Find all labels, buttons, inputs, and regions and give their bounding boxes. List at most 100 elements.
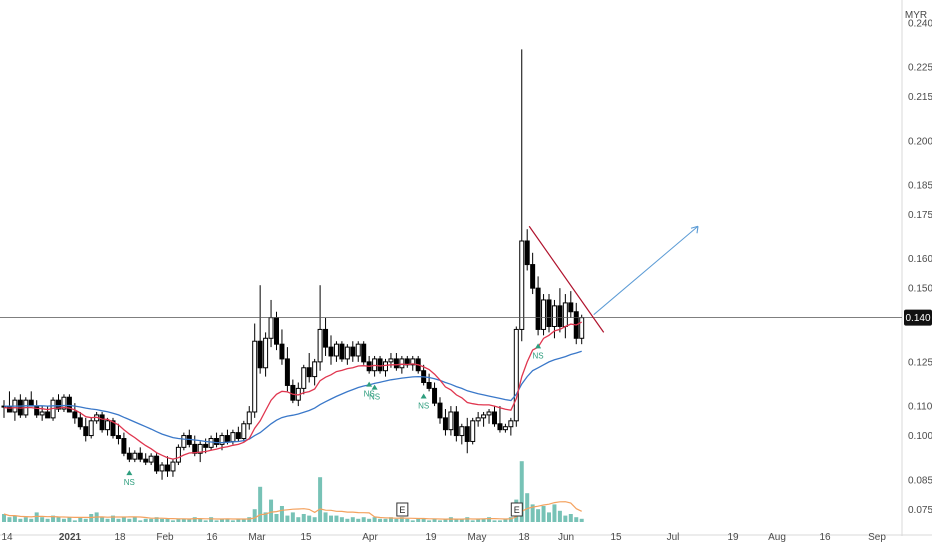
- volume-bar: [279, 506, 284, 522]
- candle-down: [464, 426, 470, 442]
- candle-down: [99, 414, 105, 431]
- candle-down: [437, 402, 443, 419]
- candle-down: [279, 343, 285, 360]
- signal-icon: [420, 393, 427, 399]
- candle-up: [486, 411, 492, 416]
- volume-bar: [269, 499, 274, 522]
- candle-up: [268, 317, 274, 339]
- candle-down: [432, 387, 438, 404]
- x-tick-label: 16: [819, 532, 831, 543]
- volume-bar: [241, 518, 246, 522]
- candle-down: [77, 417, 83, 428]
- x-tick-label: Sep: [868, 532, 886, 543]
- volume-bar: [61, 518, 66, 522]
- volume-bar: [481, 518, 486, 522]
- volume-bar: [274, 514, 279, 522]
- volume-bar: [127, 518, 132, 522]
- time-axis[interactable]: 14 2021 18 Feb 16 Mar 15 Apr 19 May 18 Jun 15 Jul 19 Au…: [1, 532, 886, 543]
- candle-up: [252, 340, 258, 413]
- candle-down: [328, 346, 334, 357]
- candle-down: [546, 299, 552, 327]
- volume-bar: [345, 518, 350, 522]
- volume-bar: [220, 518, 224, 522]
- volume-bar: [56, 517, 61, 522]
- candle-down: [274, 317, 279, 345]
- volume-layer: [2, 461, 584, 522]
- signal-label: NS: [369, 393, 380, 402]
- candle-up: [475, 417, 481, 422]
- volume-bar: [285, 515, 290, 522]
- candle-up: [230, 432, 236, 442]
- candle-up: [61, 396, 67, 410]
- signal-icon: [366, 381, 373, 387]
- volume-bar: [132, 517, 137, 522]
- candle-down: [154, 455, 160, 472]
- volume-bar: [323, 512, 328, 522]
- earnings-marker: [396, 502, 409, 517]
- volume-bar: [525, 493, 530, 522]
- last-price-label: 0.140: [905, 313, 930, 324]
- candle-up: [132, 452, 138, 460]
- volume-bar: [421, 518, 426, 522]
- volume-bar: [252, 509, 257, 522]
- earnings-marker: [510, 502, 523, 517]
- volume-bar: [405, 518, 410, 522]
- candle-down: [110, 420, 116, 437]
- ma-fast-line: [3, 321, 583, 460]
- candle-down: [137, 452, 143, 460]
- candle-down: [203, 443, 209, 448]
- volume-bar: [154, 517, 159, 522]
- x-tick-label: Mar: [248, 532, 266, 543]
- volume-bar: [198, 518, 203, 522]
- y-tick-label: 0.085: [908, 475, 932, 486]
- volume-bar: [339, 517, 344, 522]
- volume-bar: [230, 520, 235, 522]
- drawings-layer: [0, 225, 902, 333]
- trendline: [528, 225, 605, 333]
- y-tick-label: 0.175: [908, 210, 932, 221]
- volume-bar: [563, 515, 568, 522]
- volume-bar: [296, 517, 301, 522]
- x-tick-label: Aug: [768, 532, 786, 543]
- volume-bar: [149, 518, 154, 522]
- candle-up: [241, 423, 247, 440]
- volume-bar: [258, 486, 263, 522]
- candle-down: [442, 417, 448, 431]
- candle-up: [159, 464, 165, 472]
- y-tick-label: 0.200: [908, 136, 932, 147]
- candle-up: [219, 435, 225, 445]
- volume-bar: [383, 518, 388, 522]
- volume-bar: [579, 518, 584, 522]
- candle-down: [377, 358, 383, 372]
- x-tick-label: Jul: [667, 532, 680, 543]
- candle-up: [263, 337, 269, 369]
- volume-bar: [45, 518, 50, 522]
- candle-down: [453, 411, 459, 437]
- candle-up: [344, 346, 350, 360]
- volume-bar: [367, 518, 372, 522]
- candle-down: [323, 328, 329, 348]
- volume-bar: [2, 514, 6, 522]
- volume-bar: [394, 518, 399, 522]
- volume-bar: [111, 515, 115, 522]
- volume-bar: [203, 520, 208, 522]
- volume-bar: [263, 512, 268, 522]
- candle-up: [317, 328, 323, 363]
- candle-down: [165, 464, 170, 472]
- x-tick-label: 18: [518, 532, 530, 543]
- candle-down: [426, 381, 432, 389]
- moving-averages-layer: [3, 321, 583, 460]
- candle-up: [448, 411, 454, 431]
- volume-bar: [487, 517, 492, 522]
- candle-down: [557, 305, 563, 327]
- volume-bar: [438, 520, 442, 522]
- y-tick-label: 0.185: [908, 180, 932, 191]
- volume-bar: [432, 518, 437, 522]
- volume-bar: [192, 517, 197, 522]
- candle-up: [246, 411, 252, 425]
- ma-slow-line: [4, 350, 582, 444]
- candle-down: [290, 384, 296, 401]
